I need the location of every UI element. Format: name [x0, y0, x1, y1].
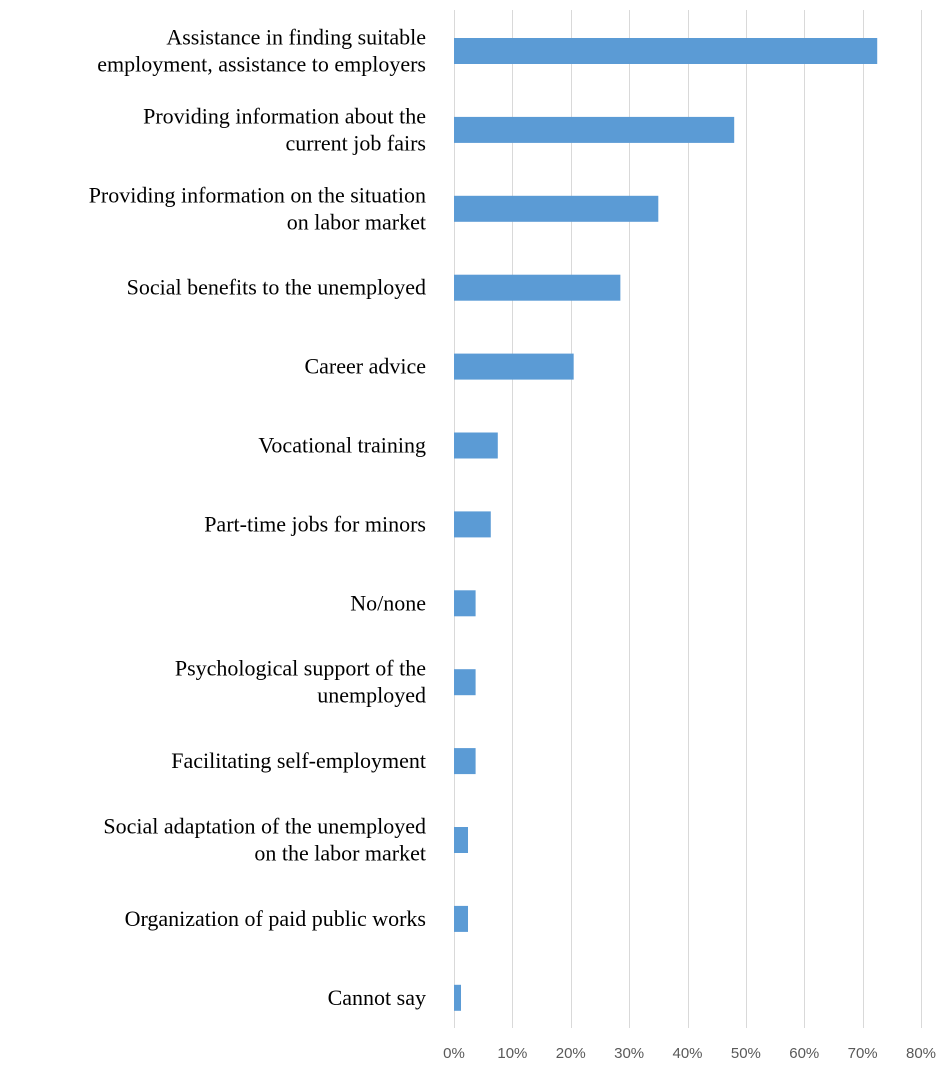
- category-label: Vocational training: [258, 433, 426, 458]
- category-label: current job fairs: [286, 130, 427, 155]
- category-label: Providing information on the situation: [89, 182, 426, 207]
- bar: [454, 274, 621, 301]
- x-tick-label: 20%: [556, 1045, 586, 1062]
- bar: [454, 511, 491, 538]
- category-label: Organization of paid public works: [125, 906, 426, 931]
- category-label: unemployed: [317, 683, 426, 708]
- bar: [454, 195, 659, 222]
- category-labels: Assistance in finding suitableemployment…: [89, 25, 426, 1010]
- x-tick-label: 30%: [614, 1045, 644, 1062]
- category-label: Part-time jobs for minors: [204, 511, 426, 536]
- bar: [454, 669, 476, 696]
- x-tick-label: 0%: [443, 1045, 465, 1062]
- x-tick-label: 70%: [848, 1045, 878, 1062]
- bar: [454, 590, 476, 617]
- category-label: Facilitating self-employment: [171, 748, 426, 773]
- category-label: Cannot say: [328, 985, 426, 1010]
- category-label: Psychological support of the: [175, 656, 426, 681]
- x-tick-label: 60%: [789, 1045, 819, 1062]
- category-label: Career advice: [304, 354, 426, 379]
- bar: [454, 38, 878, 64]
- category-label: Social benefits to the unemployed: [127, 275, 426, 300]
- bar: [454, 353, 574, 380]
- bar: [454, 984, 462, 1011]
- category-label: employment, assistance to employers: [97, 52, 426, 77]
- bar: [454, 116, 735, 143]
- category-label: Social adaptation of the unemployed: [103, 814, 426, 839]
- category-label: on labor market: [287, 209, 426, 234]
- x-tick-label: 80%: [906, 1045, 936, 1062]
- bar: [454, 748, 476, 775]
- bar: [454, 905, 469, 932]
- x-tick-label: 40%: [672, 1045, 702, 1062]
- gridlines: [454, 10, 922, 1028]
- x-tick-label: 50%: [731, 1045, 761, 1062]
- category-label: on the labor market: [254, 841, 426, 866]
- bar: [454, 432, 498, 459]
- category-label: No/none: [350, 590, 426, 615]
- x-tick-label: 10%: [497, 1045, 527, 1062]
- category-label: Providing information about the: [143, 103, 426, 128]
- bars: [454, 38, 878, 1011]
- x-axis-tick-labels: 0% 10% 20% 30% 40% 50% 60% 70% 80%: [443, 1045, 936, 1062]
- category-label: Assistance in finding suitable: [166, 25, 426, 50]
- bar: [454, 827, 469, 853]
